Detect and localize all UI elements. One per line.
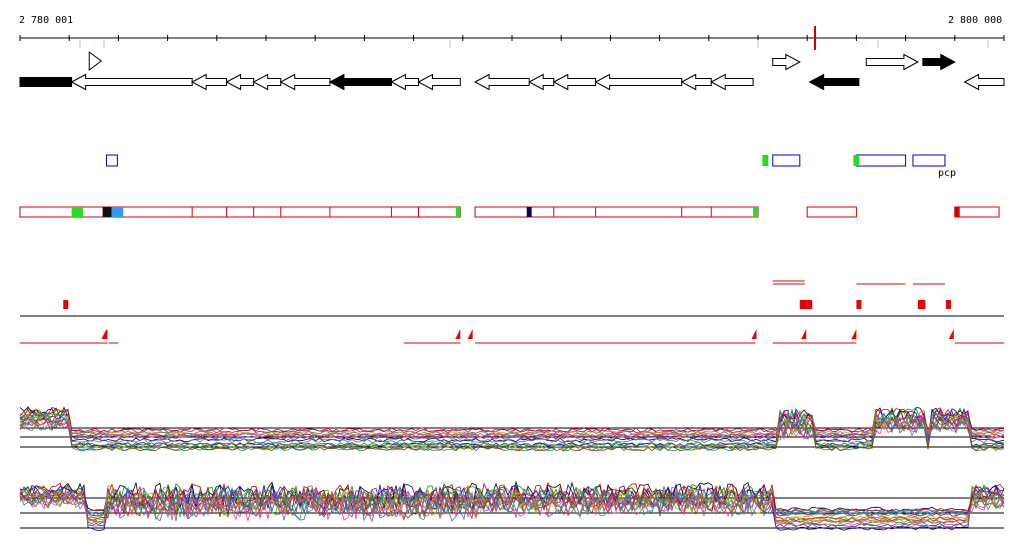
gene-arrow (474, 73, 530, 91)
blue-feature-box (772, 154, 801, 167)
gene-arrow (19, 77, 73, 87)
gene-arrow (922, 53, 956, 71)
expression-trace (19, 416, 1005, 440)
blue-feature-box (855, 154, 907, 167)
feature-flag-above (920, 300, 926, 309)
expression-panel-bottom (19, 480, 1005, 531)
gene-arrow (328, 73, 392, 91)
operon-mark (954, 207, 960, 217)
expression-trace (19, 415, 1005, 438)
gene-arrow (88, 51, 103, 71)
gene-arrow (594, 73, 683, 91)
ruler-start-label: 2 780 001 (19, 15, 73, 26)
transcription-unit-track (20, 280, 1004, 344)
gene-arrow (70, 73, 193, 91)
expression-trace (19, 406, 1005, 443)
feature-flag-above (63, 300, 69, 309)
expression-trace (19, 414, 1005, 441)
expression-trace (19, 492, 1005, 521)
operon-mark (455, 207, 461, 217)
expression-trace (19, 417, 1005, 441)
coordinate-ruler: 2 780 001 2 800 000 (19, 15, 1005, 50)
blue-feature-box (106, 154, 118, 167)
gene-arrow (191, 73, 228, 91)
blue-feature-box (912, 154, 946, 167)
feature-flag-below (948, 329, 954, 339)
operon-mark (111, 207, 124, 217)
expression-panel-top (19, 406, 1005, 452)
feature-flag-above (856, 300, 862, 309)
expression-trace (19, 491, 1005, 522)
gene-arrow (528, 73, 555, 91)
feature-flag-below (467, 329, 473, 339)
gene-arrow (865, 53, 919, 71)
gene-arrow (390, 73, 419, 91)
operon-mark (753, 207, 758, 217)
operon-box (806, 206, 857, 218)
gene-arrow (710, 73, 754, 91)
feature-flag-above (799, 300, 805, 309)
expression-trace (19, 494, 1005, 523)
ruler-ticks (19, 35, 1005, 48)
expression-trace (19, 415, 1005, 452)
feature-flag-below (801, 329, 807, 339)
expression-trace (19, 489, 1005, 518)
green-marker (762, 155, 769, 166)
operon-mark (526, 207, 532, 217)
expression-traces-top (19, 406, 1005, 452)
gene-arrow (225, 73, 255, 91)
feature-flag-below (455, 329, 461, 339)
expression-trace (19, 418, 1005, 444)
expression-trace (19, 413, 1005, 437)
expression-traces-bottom (19, 480, 1005, 531)
operon-box (19, 206, 461, 218)
expression-trace (19, 493, 1005, 524)
expression-trace (19, 488, 1005, 524)
gene-arrow (963, 73, 1005, 91)
pcp-label: pcp (938, 168, 956, 179)
ruler-end-label: 2 800 000 (948, 15, 1002, 26)
operon-mark (102, 207, 112, 217)
gene-arrow (772, 53, 801, 71)
expression-trace (19, 485, 1005, 528)
gene-arrow (252, 73, 282, 91)
gene-arrow (279, 73, 331, 91)
operon-box (954, 206, 1000, 218)
operon-track (19, 206, 1000, 218)
blue-feature-track (106, 154, 946, 167)
feature-flag-above (807, 300, 813, 309)
feature-flag-above (945, 300, 951, 309)
operon-box (474, 206, 759, 218)
gene-arrow (552, 73, 597, 91)
gene-arrow (808, 73, 860, 91)
operon-mark (71, 207, 83, 217)
genes-track (19, 51, 1005, 91)
gene-arrow (680, 73, 712, 91)
feature-flag-below (851, 329, 857, 339)
gene-arrow (417, 73, 461, 91)
feature-flag-below (751, 329, 757, 339)
feature-flag-below (101, 329, 107, 339)
green-marker (853, 155, 860, 166)
expression-trace (19, 412, 1005, 450)
